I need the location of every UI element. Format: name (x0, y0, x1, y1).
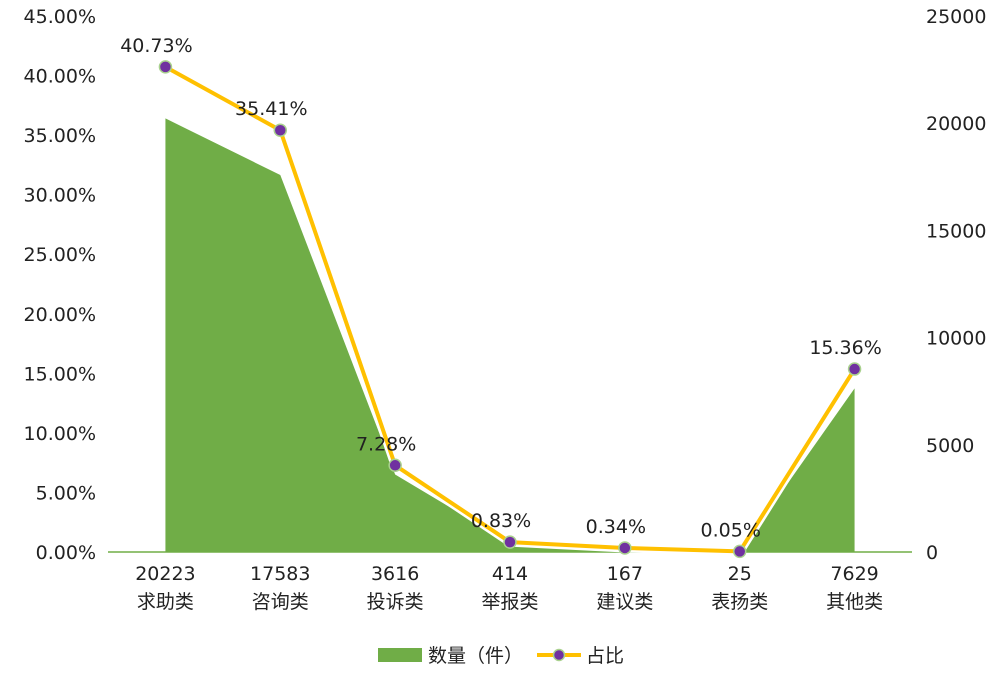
right-axis-tick-label: 20000 (926, 113, 986, 135)
category-count-label: 17583 (250, 563, 310, 585)
left-axis-tick-label: 15.00% (24, 363, 96, 385)
ratio-data-label: 0.83% (471, 510, 531, 532)
category-count-label: 20223 (135, 563, 195, 585)
left-axis-tick-label: 10.00% (24, 423, 96, 445)
ratio-line-series (158, 60, 862, 559)
x-axis-categories: 20223 求助类 17583 咨询类 3616 投诉类 414 举报类 167 建议类 25 表扬类… (135, 563, 883, 613)
category-name-label: 求助类 (137, 591, 194, 613)
data-labels: 40.73% 35.41% 7.28% 0.83% 0.34% 0.05% 15.36% (120, 35, 882, 542)
count-area (165, 118, 855, 552)
left-y-axis: 0.00% 5.00% 10.00% 15.00% 20.00% 25.00% 30.00%… (24, 6, 96, 564)
left-axis-tick-label: 35.00% (24, 125, 96, 147)
right-axis-tick-label: 5000 (926, 435, 974, 457)
ratio-point (618, 541, 632, 555)
category-name-label: 投诉类 (367, 591, 424, 613)
right-axis-tick-label: 0 (926, 542, 938, 564)
count-area-series (165, 118, 855, 552)
category-name-label: 其他类 (826, 591, 883, 613)
category-count-label: 414 (492, 563, 528, 585)
category-count-label: 3616 (371, 563, 419, 585)
category-name-label: 咨询类 (252, 591, 309, 613)
left-axis-tick-label: 20.00% (24, 304, 96, 326)
category-name-label: 建议类 (596, 591, 653, 613)
left-axis-tick-label: 45.00% (24, 6, 96, 28)
ratio-point (158, 60, 173, 74)
category-count-label: 167 (607, 563, 643, 585)
right-axis-tick-label: 25000 (926, 6, 986, 28)
ratio-point (388, 458, 402, 473)
ratio-data-label: 0.34% (586, 516, 646, 538)
left-axis-tick-label: 5.00% (36, 482, 96, 504)
right-y-axis: 0 5000 10000 15000 20000 25000 (926, 6, 986, 564)
legend-label-count: 数量（件） (428, 645, 523, 667)
category-count-label: 25 (728, 563, 752, 585)
ratio-point (503, 535, 517, 549)
right-axis-tick-label: 10000 (926, 328, 986, 350)
left-axis-tick-label: 0.00% (36, 542, 96, 564)
ratio-data-label: 0.05% (701, 519, 761, 541)
left-axis-tick-label: 25.00% (24, 244, 96, 266)
legend-swatch-count (378, 648, 422, 662)
ratio-data-label: 35.41% (235, 98, 307, 120)
ratio-point (732, 544, 747, 559)
ratio-point (847, 362, 862, 376)
category-name-label: 举报类 (481, 591, 538, 613)
legend-swatch-ratio-marker (552, 648, 566, 662)
legend-label-ratio: 占比 (586, 645, 624, 667)
legend: 数量（件） 占比 (378, 645, 624, 667)
left-axis-tick-label: 30.00% (24, 185, 96, 207)
category-name-label: 表扬类 (711, 591, 768, 613)
ratio-data-label: 15.36% (809, 337, 881, 359)
ratio-data-label: 7.28% (356, 433, 416, 455)
left-axis-tick-label: 40.00% (24, 66, 96, 88)
ratio-point (273, 123, 288, 137)
category-count-label: 7629 (830, 563, 878, 585)
ratio-data-label: 40.73% (120, 35, 192, 57)
right-axis-tick-label: 15000 (926, 220, 986, 242)
